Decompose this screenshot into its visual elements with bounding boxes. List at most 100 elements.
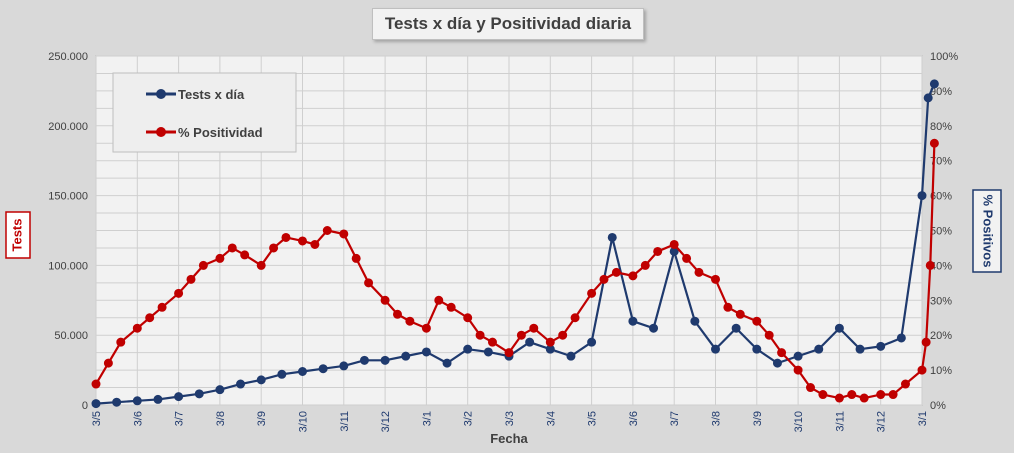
- data-point: [847, 390, 857, 400]
- data-point: [392, 309, 402, 319]
- data-point: [711, 274, 720, 284]
- data-point: [339, 229, 349, 239]
- data-point: [132, 396, 142, 406]
- data-point: [442, 358, 452, 368]
- data-point: [545, 337, 555, 347]
- data-point: [529, 323, 539, 333]
- x-tick-label: 3/8: [711, 411, 723, 426]
- y-axis-title-box: [5, 211, 31, 259]
- data-point: [834, 393, 844, 403]
- data-point: [310, 239, 320, 249]
- data-point: [628, 316, 638, 326]
- x-axis-title: Fecha: [490, 431, 528, 446]
- legend-label: Tests x día: [178, 87, 245, 102]
- data-point: [690, 316, 700, 326]
- data-point: [859, 393, 869, 403]
- y2-tick-label: 0%: [930, 400, 946, 412]
- x-tick-label: 3/11: [339, 411, 351, 432]
- data-point: [256, 375, 266, 385]
- legend-box: [112, 72, 297, 153]
- data-point: [682, 253, 692, 263]
- data-point: [483, 347, 493, 357]
- data-point: [611, 267, 621, 277]
- data-point: [607, 232, 617, 242]
- y-tick-label: 200.000: [48, 121, 88, 133]
- y2-tick-label: 40%: [930, 260, 952, 272]
- data-point: [640, 260, 650, 270]
- legend-label: % Positividad: [178, 125, 263, 140]
- data-point: [186, 274, 196, 284]
- data-point: [570, 313, 580, 323]
- data-point: [240, 250, 250, 260]
- data-point: [694, 267, 704, 277]
- data-point: [145, 313, 155, 323]
- data-point: [463, 313, 473, 323]
- data-point: [112, 397, 122, 407]
- x-tick-label: 3/12: [876, 411, 888, 432]
- data-point: [735, 309, 745, 319]
- data-point: [917, 365, 927, 375]
- x-tick-label: 3/1: [421, 411, 433, 426]
- data-point: [772, 358, 782, 368]
- y2-tick-label: 30%: [930, 295, 952, 307]
- data-point: [174, 392, 184, 402]
- x-tick-label: 3/10: [793, 411, 805, 432]
- data-point: [711, 344, 720, 354]
- y-tick-label: 150.000: [48, 191, 88, 203]
- y2-tick-label: 10%: [930, 365, 952, 377]
- data-point: [380, 295, 390, 305]
- data-point: [405, 316, 415, 326]
- x-tick-label: 3/12: [380, 411, 392, 432]
- data-point: [525, 337, 535, 347]
- data-point: [116, 337, 126, 347]
- data-point: [434, 295, 444, 305]
- data-point: [669, 239, 679, 249]
- data-point: [731, 323, 741, 333]
- y2-tick-label: 100%: [930, 51, 958, 63]
- data-point: [269, 243, 279, 253]
- data-point: [855, 344, 865, 354]
- x-tick-label: 3/3: [504, 411, 516, 426]
- data-point: [227, 243, 237, 253]
- legend-swatch-marker: [156, 127, 166, 137]
- y-tick-label: 100.000: [48, 260, 88, 272]
- data-point: [653, 246, 663, 256]
- y2-tick-label: 80%: [930, 121, 952, 133]
- y-axis-title: Tests: [9, 219, 24, 252]
- data-point: [516, 330, 526, 340]
- data-point: [339, 361, 349, 371]
- data-point: [475, 330, 485, 340]
- x-tick-label: 3/8: [215, 411, 227, 426]
- data-point: [198, 260, 208, 270]
- y-tick-label: 0: [82, 400, 88, 412]
- data-point: [215, 385, 225, 395]
- data-point: [805, 383, 815, 393]
- data-point: [504, 348, 514, 358]
- data-point: [793, 351, 803, 361]
- data-point: [777, 348, 787, 358]
- data-point: [917, 191, 927, 201]
- data-point: [421, 347, 431, 357]
- data-point: [318, 364, 328, 374]
- data-point: [364, 278, 374, 288]
- data-point: [752, 344, 762, 354]
- data-point: [215, 253, 225, 263]
- data-point: [923, 93, 933, 103]
- data-point: [421, 323, 431, 333]
- data-point: [814, 344, 824, 354]
- data-point: [818, 390, 828, 400]
- data-point: [236, 379, 246, 389]
- data-point: [91, 379, 101, 389]
- y2-tick-label: 90%: [930, 86, 952, 98]
- data-point: [298, 236, 307, 246]
- x-tick-label: 3/11: [834, 411, 846, 432]
- data-point: [91, 399, 101, 409]
- data-point: [174, 288, 184, 298]
- data-point: [103, 358, 113, 368]
- y2-tick-label: 20%: [930, 330, 952, 342]
- x-tick-label: 3/10: [298, 411, 310, 432]
- data-point: [834, 323, 844, 333]
- data-point: [256, 260, 266, 270]
- data-point: [925, 260, 935, 270]
